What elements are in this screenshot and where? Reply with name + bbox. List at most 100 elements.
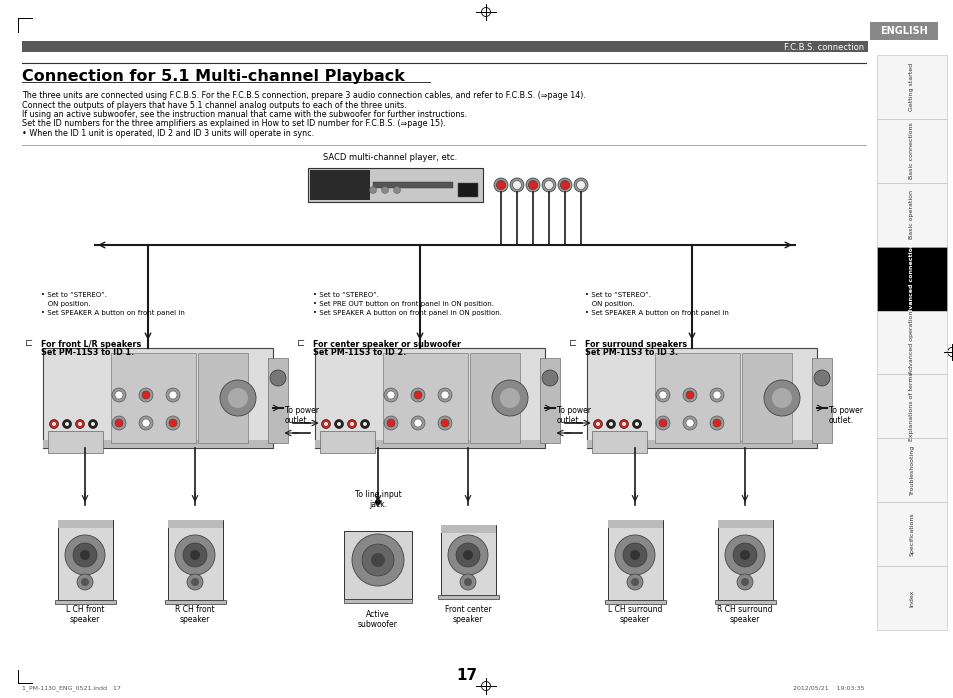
Bar xyxy=(308,168,482,202)
Circle shape xyxy=(596,422,599,426)
Text: • Set SPEAKER A button on front panel in: • Set SPEAKER A button on front panel in xyxy=(41,310,185,316)
Text: 17: 17 xyxy=(456,669,477,683)
Circle shape xyxy=(63,419,71,429)
Circle shape xyxy=(81,578,89,586)
Bar xyxy=(58,520,112,600)
Circle shape xyxy=(712,419,720,427)
Circle shape xyxy=(115,419,123,427)
Bar xyxy=(111,353,195,443)
Circle shape xyxy=(632,419,640,429)
Bar xyxy=(592,431,646,453)
Circle shape xyxy=(512,181,521,189)
Circle shape xyxy=(771,388,791,408)
Bar xyxy=(22,41,867,52)
Bar xyxy=(876,119,946,183)
Circle shape xyxy=(335,419,343,429)
Circle shape xyxy=(77,574,92,590)
Text: ⊏: ⊏ xyxy=(296,338,305,348)
Circle shape xyxy=(496,181,505,189)
Text: To power
outlet.: To power outlet. xyxy=(557,406,590,425)
Circle shape xyxy=(187,574,203,590)
Circle shape xyxy=(712,391,720,399)
Circle shape xyxy=(183,543,207,567)
Circle shape xyxy=(65,535,105,575)
Bar xyxy=(876,566,946,630)
Circle shape xyxy=(414,391,421,399)
Bar xyxy=(869,22,937,40)
Text: L CH surround
speaker: L CH surround speaker xyxy=(607,605,661,625)
Circle shape xyxy=(437,416,452,430)
Bar xyxy=(876,503,946,566)
Circle shape xyxy=(350,422,354,426)
Bar xyxy=(714,600,775,604)
Bar xyxy=(607,520,662,528)
Text: • Set to “STEREO”.: • Set to “STEREO”. xyxy=(313,292,378,298)
Circle shape xyxy=(166,388,180,402)
Circle shape xyxy=(437,388,452,402)
Circle shape xyxy=(91,422,95,426)
Text: ⊏: ⊏ xyxy=(568,338,577,348)
Text: Advanced connections: Advanced connections xyxy=(908,239,914,318)
Text: • Set to “STEREO”.: • Set to “STEREO”. xyxy=(584,292,650,298)
Bar xyxy=(718,520,772,528)
Circle shape xyxy=(763,380,800,416)
Bar xyxy=(319,431,375,453)
Bar xyxy=(48,431,103,453)
Circle shape xyxy=(80,550,90,560)
Circle shape xyxy=(622,543,646,567)
Circle shape xyxy=(558,178,572,192)
Text: The three units are connected using F.C.B.S. For the F.C.B.S connection, prepare: The three units are connected using F.C.… xyxy=(22,91,585,100)
Bar xyxy=(310,170,370,200)
Bar xyxy=(314,440,544,448)
Text: • Set SPEAKER A button on front panel in: • Set SPEAKER A button on front panel in xyxy=(584,310,728,316)
Bar xyxy=(373,182,453,188)
Circle shape xyxy=(363,422,367,426)
Circle shape xyxy=(381,186,388,193)
Circle shape xyxy=(361,544,394,576)
Circle shape xyxy=(740,578,748,586)
Circle shape xyxy=(375,499,380,505)
Bar xyxy=(604,600,665,604)
Circle shape xyxy=(656,416,669,430)
Text: For center speaker or subwoofer: For center speaker or subwoofer xyxy=(313,341,460,350)
Circle shape xyxy=(740,550,749,560)
Bar xyxy=(876,246,946,311)
Circle shape xyxy=(629,550,639,560)
Circle shape xyxy=(139,388,152,402)
Circle shape xyxy=(112,416,126,430)
Bar xyxy=(58,520,112,528)
Text: Set the ID numbers for the three amplifiers as explained in How to set ID number: Set the ID numbers for the three amplifi… xyxy=(22,119,445,128)
Bar xyxy=(268,358,288,443)
Circle shape xyxy=(166,416,180,430)
Bar xyxy=(382,353,468,443)
Circle shape xyxy=(387,419,395,427)
Text: SACD multi-channel player, etc.: SACD multi-channel player, etc. xyxy=(322,153,456,162)
Circle shape xyxy=(220,380,255,416)
Circle shape xyxy=(78,422,82,426)
Circle shape xyxy=(89,419,97,429)
Circle shape xyxy=(494,178,507,192)
Bar xyxy=(440,525,496,595)
Circle shape xyxy=(682,416,697,430)
Circle shape xyxy=(576,181,585,189)
Bar xyxy=(876,438,946,503)
Circle shape xyxy=(656,388,669,402)
Bar xyxy=(43,348,273,448)
Bar xyxy=(314,348,544,448)
Circle shape xyxy=(626,574,642,590)
Bar xyxy=(876,183,946,246)
Circle shape xyxy=(593,419,602,429)
Circle shape xyxy=(709,388,723,402)
Text: Set PM-11S3 to ID 2.: Set PM-11S3 to ID 2. xyxy=(313,348,406,357)
Bar xyxy=(168,520,223,600)
Circle shape xyxy=(393,186,400,193)
Text: If using an active subwoofer, see the instruction manual that came with the subw: If using an active subwoofer, see the in… xyxy=(22,110,467,119)
Bar xyxy=(168,520,223,528)
Circle shape xyxy=(448,535,488,575)
Circle shape xyxy=(510,178,523,192)
Text: Active
subwoofer: Active subwoofer xyxy=(357,610,397,630)
Text: Basic operation: Basic operation xyxy=(908,191,914,239)
Circle shape xyxy=(324,422,328,426)
Circle shape xyxy=(190,550,200,560)
Bar xyxy=(440,525,496,533)
